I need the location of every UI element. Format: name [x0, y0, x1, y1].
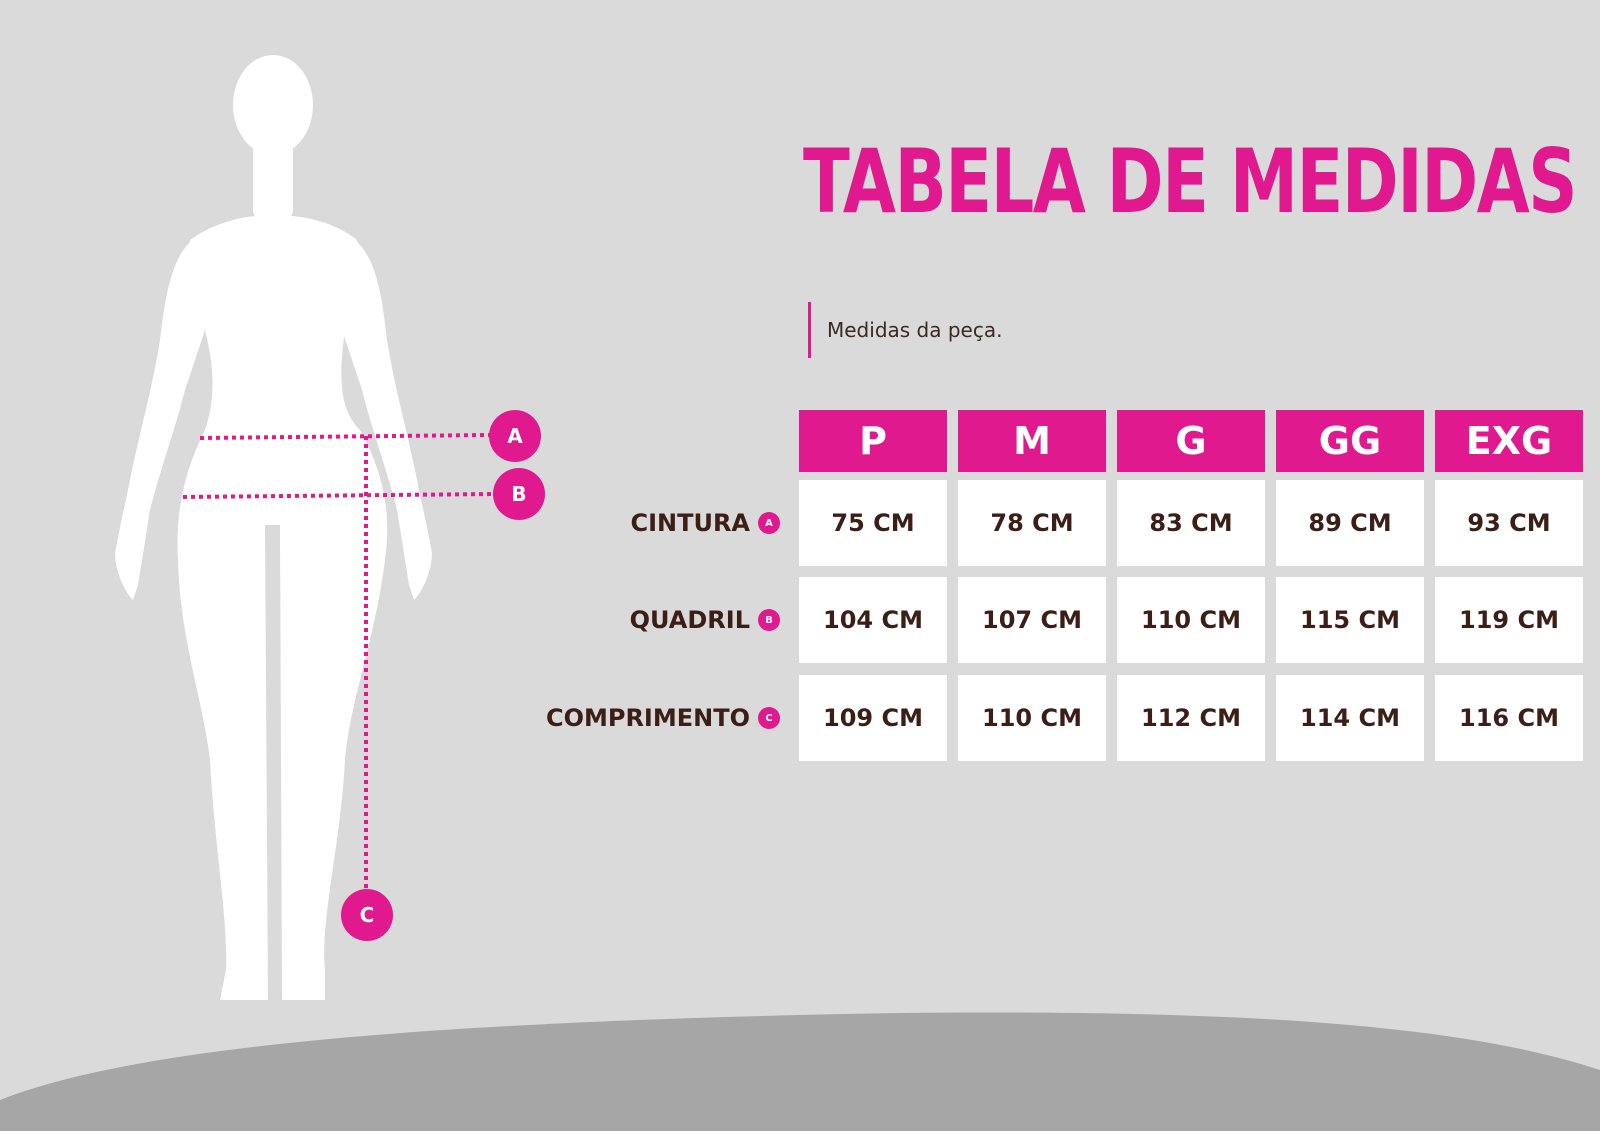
column-header-m: M: [958, 410, 1106, 472]
table-cell: 112 CM: [1117, 675, 1265, 761]
table-cell: 75 CM: [799, 480, 947, 566]
table-cell: 115 CM: [1276, 577, 1424, 663]
row-label-text: CINTURA: [630, 509, 750, 537]
table-cell: 109 CM: [799, 675, 947, 761]
table-cell: 110 CM: [958, 675, 1106, 761]
marker-a: [489, 410, 541, 462]
page-title: TABELA DE MEDIDAS: [803, 130, 1578, 233]
table-cell: 110 CM: [1117, 577, 1265, 663]
table-cell: 104 CM: [799, 577, 947, 663]
column-header-p: P: [799, 410, 947, 472]
row-badge: A: [758, 512, 780, 534]
subtitle: Medidas da peça.: [827, 318, 1003, 342]
marker-c-label: C: [360, 903, 375, 927]
row-label-comprimento: COMPRIMENTO C: [546, 675, 780, 761]
row-label-text: QUADRIL: [629, 606, 750, 634]
row-label-quadril: QUADRIL B: [630, 577, 780, 663]
column-header-gg: GG: [1276, 410, 1424, 472]
marker-b-label: B: [511, 482, 526, 506]
column-header-g: G: [1117, 410, 1265, 472]
table-cell: 93 CM: [1435, 480, 1583, 566]
column-header-exg: EXG: [1435, 410, 1583, 472]
table-cell: 116 CM: [1435, 675, 1583, 761]
table-cell: 89 CM: [1276, 480, 1424, 566]
table-cell: 114 CM: [1276, 675, 1424, 761]
marker-c: [341, 889, 393, 941]
row-label-text: COMPRIMENTO: [545, 704, 750, 732]
row-label-cintura: CINTURA A: [630, 480, 780, 566]
row-badge: C: [758, 707, 780, 729]
marker-a-label: A: [507, 424, 523, 448]
row-badge: B: [758, 609, 780, 631]
subtitle-accent-bar: [808, 302, 811, 358]
marker-b: [493, 468, 545, 520]
table-cell: 107 CM: [958, 577, 1106, 663]
table-cell: 83 CM: [1117, 480, 1265, 566]
table-cell: 78 CM: [958, 480, 1106, 566]
table-cell: 119 CM: [1435, 577, 1583, 663]
